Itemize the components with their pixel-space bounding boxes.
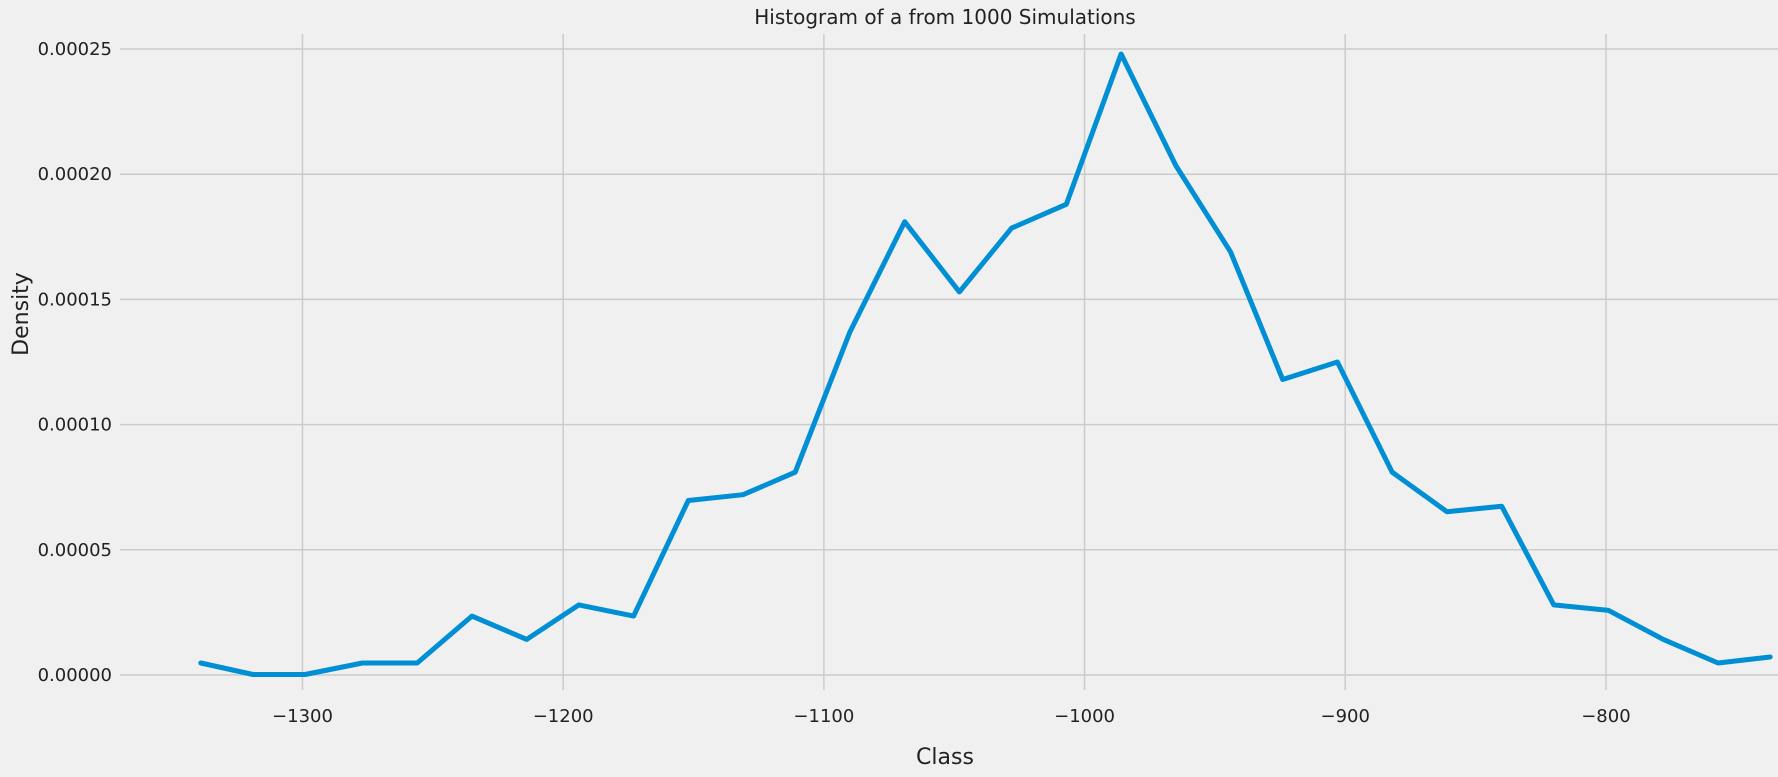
y-tick-label: 0.00025 xyxy=(38,39,112,60)
x-tick-label: −1000 xyxy=(1054,706,1115,727)
x-tick-label: −1100 xyxy=(793,706,854,727)
x-tick-label: −1200 xyxy=(533,706,594,727)
x-tick-label: −900 xyxy=(1321,706,1370,727)
x-tick-labels: −1300 −1200 −1100 −1000 −900 −800 xyxy=(272,706,1631,727)
y-axis-label: Density xyxy=(9,272,34,356)
x-tick-label: −1300 xyxy=(272,706,333,727)
y-tick-label: 0.00015 xyxy=(38,289,112,310)
x-axis-label: Class xyxy=(916,745,974,770)
y-tick-label: 0.00005 xyxy=(38,540,112,561)
y-tick-label: 0.00020 xyxy=(38,164,112,185)
density-series-line xyxy=(198,51,1773,677)
x-tick-label: −800 xyxy=(1581,706,1630,727)
y-tick-label: 0.00010 xyxy=(38,415,112,436)
y-tick-label: 0.00000 xyxy=(38,665,112,686)
series-group xyxy=(198,51,1773,677)
chart-title: Histogram of a from 1000 Simulations xyxy=(754,5,1135,29)
x-gridlines xyxy=(301,34,1607,690)
y-gridlines xyxy=(120,48,1778,676)
y-tick-labels: 0.00000 0.00005 0.00010 0.00015 0.00020 0.000… xyxy=(38,39,112,686)
